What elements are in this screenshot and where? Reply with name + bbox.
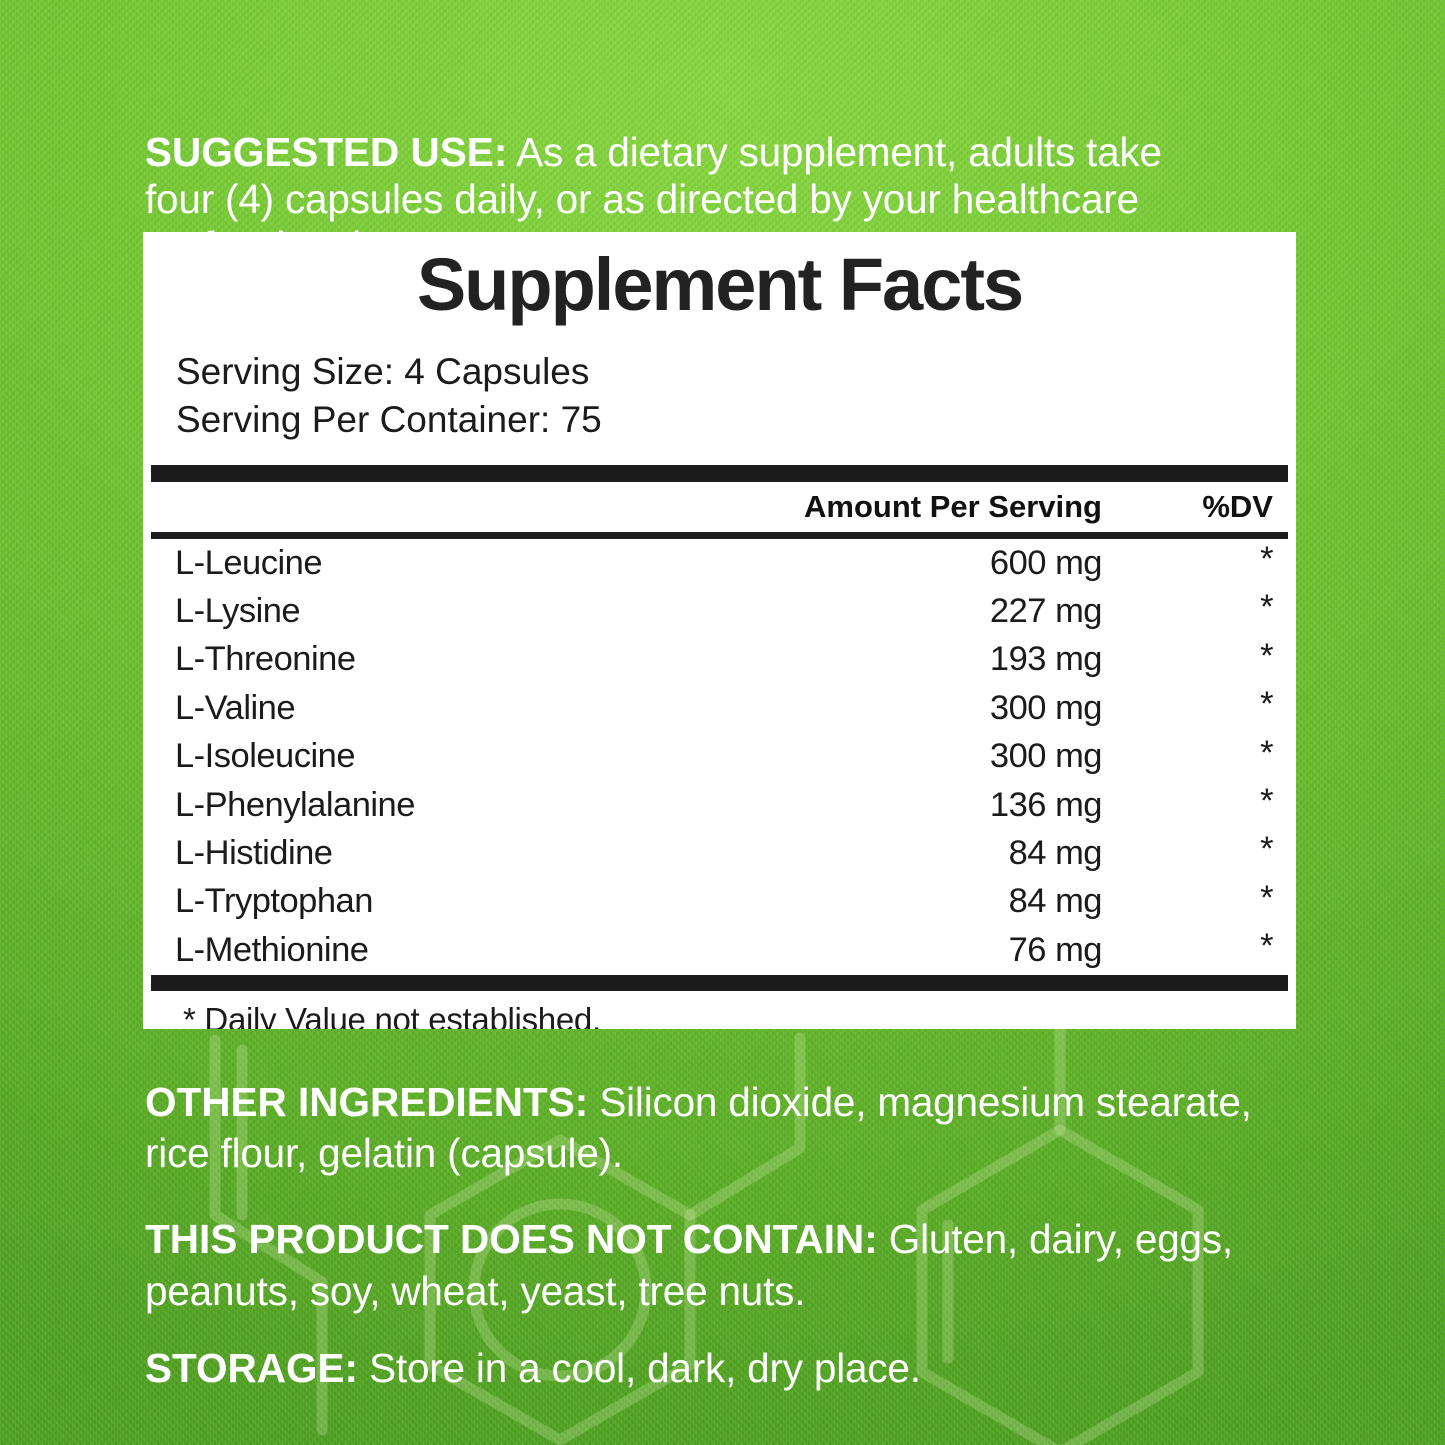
molecule-bond-lines (209, 1034, 328, 1436)
table-row: L-Phenylalanine 136 mg * (151, 781, 1288, 829)
storage-heading: STORAGE: (145, 1344, 359, 1391)
ingredient-name: L-Methionine (175, 930, 369, 969)
table-row: L-Leucine 600 mg * (151, 539, 1288, 587)
ingredient-dv: * (1260, 636, 1273, 675)
ingredient-name: L-Leucine (175, 543, 323, 582)
table-row: L-Histidine 84 mg * (151, 829, 1288, 877)
table-row: L-Isoleucine 300 mg * (151, 733, 1288, 781)
ingredient-dv: * (1260, 878, 1273, 917)
other-ingredients-paragraph: OTHER INGREDIENTS: Silicon dioxide, magn… (145, 1077, 1360, 1179)
ingredient-name: L-Valine (175, 688, 296, 727)
table-row: L-Lysine 227 mg * (151, 587, 1288, 635)
ingredient-dv: * (1260, 927, 1273, 966)
ingredient-amount: 600 mg (989, 543, 1103, 582)
table-row: L-Threonine 193 mg * (151, 636, 1288, 684)
does-not-contain-paragraph: THIS PRODUCT DOES NOT CONTAIN: Gluten, d… (145, 1213, 1360, 1317)
ingredient-dv: * (1260, 588, 1273, 627)
ingredient-dv: * (1260, 733, 1273, 772)
daily-value-footnote: * Daily Value not established. (183, 1000, 601, 1029)
serving-info: Serving Size: 4 Capsules Serving Per Con… (176, 348, 1296, 444)
supplement-facts-panel: Supplement Facts Serving Size: 4 Capsule… (143, 232, 1296, 1029)
ingredient-dv: * (1260, 781, 1273, 820)
does-not-contain-heading: THIS PRODUCT DOES NOT CONTAIN: (145, 1215, 878, 1262)
ingredient-dv: * (1260, 540, 1273, 578)
benzene-ring (424, 1134, 696, 1445)
ingredient-amount: 84 mg (1008, 882, 1103, 921)
ingredient-name: L-Threonine (175, 640, 356, 679)
table-row: L-Methionine 76 mg * (151, 926, 1288, 974)
table-bottom-bar (151, 974, 1288, 991)
ingredient-dv: * (1260, 685, 1273, 724)
ingredient-amount: 84 mg (1008, 834, 1103, 873)
table-row: L-Valine 300 mg * (151, 684, 1288, 732)
ingredient-name: L-Histidine (175, 834, 333, 873)
header-percent-dv: %DV (1202, 489, 1273, 524)
ingredient-amount: 227 mg (989, 592, 1103, 631)
servings-per-container: Serving Per Container: 75 (176, 399, 602, 440)
ingredient-amount: 76 mg (1008, 930, 1103, 969)
serving-size: Serving Size: 4 Capsules (176, 351, 590, 392)
header-amount-per-serving: Amount Per Serving (804, 489, 1102, 524)
hexagon-ring-right (916, 1124, 1204, 1445)
ingredient-name: L-Lysine (175, 592, 301, 631)
storage-paragraph: STORAGE: Store in a cool, dark, dry plac… (145, 1345, 1360, 1392)
ingredient-amount: 136 mg (989, 785, 1103, 824)
suggested-use-body: As a dietary supplement, adults take fou… (145, 128, 1162, 269)
other-ingredients-body: Silicon dioxide, magnesium stearate, ric… (145, 1078, 1252, 1176)
ingredient-amount: 300 mg (989, 737, 1103, 776)
ingredient-name: L-Phenylalanine (175, 785, 415, 824)
storage-body: Store in a cool, dark, dry place. (358, 1344, 921, 1391)
ingredient-dv: * (1260, 830, 1273, 869)
supplement-facts-title: Supplement Facts (416, 243, 1024, 326)
table-row: L-Tryptophan 84 mg * (151, 878, 1288, 926)
table-header-divider (151, 532, 1288, 539)
table-top-bar (151, 465, 1288, 482)
suggested-use-paragraph: SUGGESTED USE: As a dietary supplement, … (145, 129, 1360, 270)
ingredient-amount: 193 mg (989, 640, 1103, 679)
ingredient-table-body: L-Leucine 600 mg * L-Lysine 227 mg * L-T… (143, 539, 1296, 975)
table-header-row: Amount Per Serving %DV (151, 482, 1288, 532)
benzene-inner-circle (468, 1198, 652, 1382)
does-not-contain-body: Gluten, dairy, eggs, peanuts, soy, wheat… (145, 1215, 1233, 1314)
suggested-use-heading: SUGGESTED USE: (145, 128, 508, 175)
other-ingredients-heading: OTHER INGREDIENTS: (145, 1078, 589, 1125)
ingredient-name: L-Tryptophan (175, 882, 373, 921)
ingredient-amount: 300 mg (989, 688, 1103, 727)
ingredient-name: L-Isoleucine (175, 737, 356, 776)
molecule-side-chain (684, 1032, 806, 1221)
